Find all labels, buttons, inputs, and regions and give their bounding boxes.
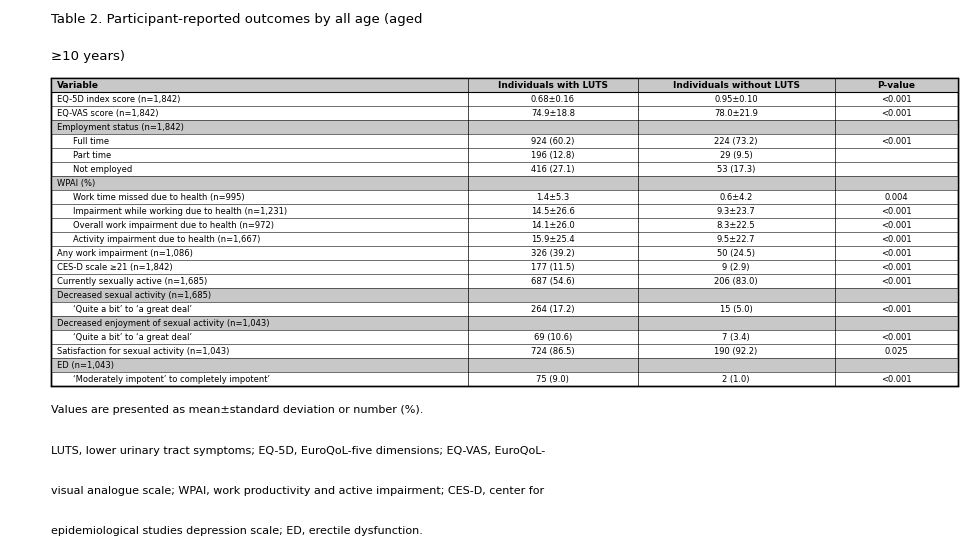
Text: 8.3±22.5: 8.3±22.5 [717,221,756,230]
Text: ‘Quite a bit’ to ‘a great deal’: ‘Quite a bit’ to ‘a great deal’ [74,305,192,314]
Text: WPAI (%): WPAI (%) [57,179,95,188]
Text: 78.0±21.9: 78.0±21.9 [714,109,758,118]
Text: 687 (54.6): 687 (54.6) [531,276,575,286]
Text: 206 (83.0): 206 (83.0) [714,276,757,286]
Text: ‘Quite a bit’ to ‘a great deal’: ‘Quite a bit’ to ‘a great deal’ [74,333,192,342]
Text: epidemiological studies depression scale; ED, erectile dysfunction.: epidemiological studies depression scale… [52,526,423,537]
Text: 69 (10.6): 69 (10.6) [534,333,572,342]
Text: 53 (17.3): 53 (17.3) [717,165,756,174]
Text: <0.001: <0.001 [881,305,912,314]
Text: 0.025: 0.025 [884,347,908,356]
Bar [52,316,958,330]
Text: Table 2. Participant-reported outcomes by all age (aged: Table 2. Participant-reported outcomes b… [52,14,423,26]
Text: 15 (5.0): 15 (5.0) [720,305,753,314]
Text: <0.001: <0.001 [881,276,912,286]
Text: 724 (86.5): 724 (86.5) [531,347,575,356]
Text: ≥10 years): ≥10 years) [52,50,126,63]
Text: 416 (27.1): 416 (27.1) [531,165,575,174]
Text: 29 (9.5): 29 (9.5) [720,151,753,160]
Text: <0.001: <0.001 [881,95,912,104]
Text: 14.1±26.0: 14.1±26.0 [531,221,575,230]
Text: 9.3±23.7: 9.3±23.7 [717,207,756,215]
Text: Employment status (n=1,842): Employment status (n=1,842) [57,123,184,132]
Text: EQ-VAS score (n=1,842): EQ-VAS score (n=1,842) [57,109,158,118]
Text: <0.001: <0.001 [881,375,912,383]
Text: 74.9±18.8: 74.9±18.8 [531,109,575,118]
Text: 924 (60.2): 924 (60.2) [531,137,575,146]
Text: 196 (12.8): 196 (12.8) [531,151,575,160]
Text: ED (n=1,043): ED (n=1,043) [57,361,114,369]
Text: <0.001: <0.001 [881,221,912,230]
Text: Variable: Variable [57,81,99,90]
Text: 264 (17.2): 264 (17.2) [531,305,575,314]
Bar [52,78,958,386]
Text: 9 (2.9): 9 (2.9) [722,262,750,272]
Text: 9.5±22.7: 9.5±22.7 [717,235,756,244]
Text: 15.9±25.4: 15.9±25.4 [531,235,575,244]
Text: 1.4±5.3: 1.4±5.3 [537,193,569,202]
Text: Any work impairment (n=1,086): Any work impairment (n=1,086) [57,249,193,258]
Text: Full time: Full time [74,137,109,146]
Bar [52,78,958,92]
Text: 0.95±0.10: 0.95±0.10 [714,95,757,104]
Text: Decreased sexual activity (n=1,685): Decreased sexual activity (n=1,685) [57,291,211,300]
Text: Impairment while working due to health (n=1,231): Impairment while working due to health (… [74,207,288,215]
Bar [52,358,958,372]
Text: 0.6±4.2: 0.6±4.2 [719,193,753,202]
Text: 14.5±26.6: 14.5±26.6 [531,207,575,215]
Text: 0.004: 0.004 [884,193,908,202]
Text: Individuals without LUTS: Individuals without LUTS [673,81,800,90]
Text: Activity impairment due to health (n=1,667): Activity impairment due to health (n=1,6… [74,235,261,244]
Text: 190 (92.2): 190 (92.2) [714,347,757,356]
Text: <0.001: <0.001 [881,333,912,342]
Text: ‘Moderately impotent’ to completely impotent’: ‘Moderately impotent’ to completely impo… [74,375,271,383]
Text: Overall work impairment due to health (n=972): Overall work impairment due to health (n… [74,221,275,230]
Text: Values are presented as mean±standard deviation or number (%).: Values are presented as mean±standard de… [52,405,424,415]
Text: 75 (9.0): 75 (9.0) [537,375,569,383]
Text: <0.001: <0.001 [881,207,912,215]
Text: Currently sexually active (n=1,685): Currently sexually active (n=1,685) [57,276,207,286]
Text: Not employed: Not employed [74,165,132,174]
Text: Part time: Part time [74,151,111,160]
Text: CES-D scale ≥21 (n=1,842): CES-D scale ≥21 (n=1,842) [57,262,173,272]
Text: 50 (24.5): 50 (24.5) [717,249,756,258]
Text: Decreased enjoyment of sexual activity (n=1,043): Decreased enjoyment of sexual activity (… [57,319,270,328]
Bar [52,176,958,190]
Text: <0.001: <0.001 [881,249,912,258]
Text: <0.001: <0.001 [881,137,912,146]
Text: Satisfaction for sexual activity (n=1,043): Satisfaction for sexual activity (n=1,04… [57,347,229,356]
Text: 7 (3.4): 7 (3.4) [722,333,750,342]
Text: P-value: P-value [877,81,915,90]
Text: 224 (73.2): 224 (73.2) [714,137,757,146]
Text: International Neurourology Journal 2015;19:120–129: International Neurourology Journal 2015;… [15,157,25,383]
Text: <0.001: <0.001 [881,262,912,272]
Text: 177 (11.5): 177 (11.5) [531,262,575,272]
Text: Individuals with LUTS: Individuals with LUTS [498,81,608,90]
Text: 0.68±0.16: 0.68±0.16 [531,95,575,104]
Bar [52,288,958,302]
Text: <0.001: <0.001 [881,235,912,244]
Text: Work time missed due to health (n=995): Work time missed due to health (n=995) [74,193,245,202]
Text: 2 (1.0): 2 (1.0) [722,375,750,383]
Bar [52,120,958,134]
Text: 326 (39.2): 326 (39.2) [531,249,575,258]
Text: EQ-5D index score (n=1,842): EQ-5D index score (n=1,842) [57,95,180,104]
Text: LUTS, lower urinary tract symptoms; EQ-5D, EuroQoL-five dimensions; EQ-VAS, Euro: LUTS, lower urinary tract symptoms; EQ-5… [52,446,545,456]
Text: visual analogue scale; WPAI, work productivity and active impairment; CES-D, cen: visual analogue scale; WPAI, work produc… [52,486,544,496]
Text: <0.001: <0.001 [881,109,912,118]
